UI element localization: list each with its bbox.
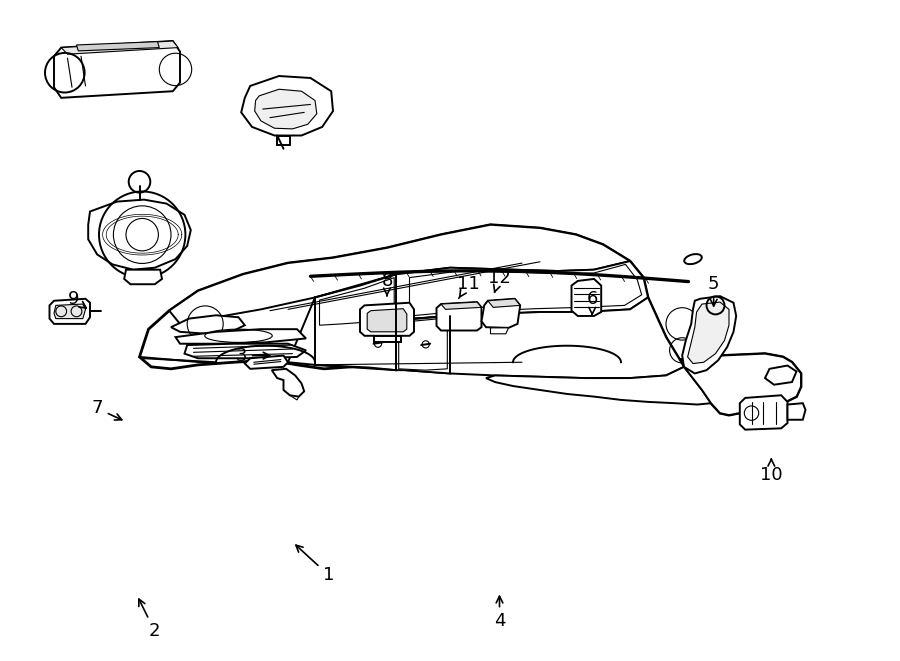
Polygon shape xyxy=(169,225,630,324)
Text: 7: 7 xyxy=(92,399,122,420)
Polygon shape xyxy=(320,278,394,325)
Text: 8: 8 xyxy=(382,272,392,295)
Polygon shape xyxy=(436,302,482,330)
Polygon shape xyxy=(396,316,450,373)
Text: 4: 4 xyxy=(494,596,505,631)
Polygon shape xyxy=(176,329,306,344)
Polygon shape xyxy=(272,369,304,397)
Polygon shape xyxy=(54,41,180,98)
Text: 3: 3 xyxy=(236,346,270,365)
Polygon shape xyxy=(184,344,306,358)
Polygon shape xyxy=(171,315,245,334)
Polygon shape xyxy=(682,296,736,373)
Text: 12: 12 xyxy=(488,268,511,292)
Polygon shape xyxy=(486,367,711,405)
Polygon shape xyxy=(50,299,90,324)
Polygon shape xyxy=(277,136,290,145)
Polygon shape xyxy=(88,200,191,270)
Polygon shape xyxy=(140,225,801,415)
Polygon shape xyxy=(288,274,396,370)
Polygon shape xyxy=(684,354,801,415)
Text: 9: 9 xyxy=(68,290,86,309)
Polygon shape xyxy=(765,366,796,385)
Polygon shape xyxy=(374,336,400,342)
Text: 6: 6 xyxy=(587,290,598,314)
Polygon shape xyxy=(61,41,178,54)
Polygon shape xyxy=(688,302,729,364)
Polygon shape xyxy=(241,76,333,136)
Polygon shape xyxy=(399,318,447,370)
Polygon shape xyxy=(255,89,317,129)
Polygon shape xyxy=(245,356,288,369)
Polygon shape xyxy=(396,297,684,378)
Polygon shape xyxy=(572,279,601,316)
Polygon shape xyxy=(76,42,159,51)
Polygon shape xyxy=(396,261,648,321)
Text: 2: 2 xyxy=(139,599,160,641)
Text: 11: 11 xyxy=(456,275,480,298)
Polygon shape xyxy=(488,299,520,307)
Text: 10: 10 xyxy=(760,459,783,484)
Polygon shape xyxy=(124,270,162,284)
Polygon shape xyxy=(491,328,508,334)
Polygon shape xyxy=(740,395,788,430)
Text: 5: 5 xyxy=(708,275,719,306)
Polygon shape xyxy=(54,304,86,319)
Polygon shape xyxy=(367,309,407,332)
Polygon shape xyxy=(441,302,482,309)
Polygon shape xyxy=(788,403,806,420)
Polygon shape xyxy=(360,303,414,336)
Text: 1: 1 xyxy=(296,545,334,584)
Polygon shape xyxy=(482,299,520,328)
Polygon shape xyxy=(482,305,495,316)
